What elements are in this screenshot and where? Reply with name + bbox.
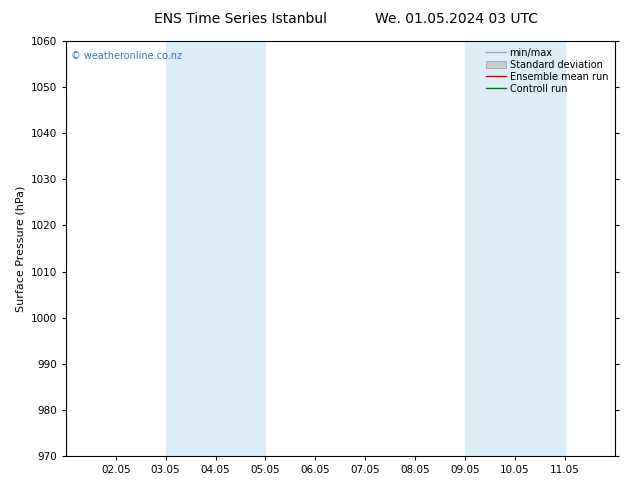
- Legend: min/max, Standard deviation, Ensemble mean run, Controll run: min/max, Standard deviation, Ensemble me…: [484, 46, 610, 96]
- Bar: [165, 41, 266, 456]
- Text: © weatheronline.co.nz: © weatheronline.co.nz: [71, 51, 183, 61]
- Text: ENS Time Series Istanbul: ENS Time Series Istanbul: [155, 12, 327, 26]
- Text: We. 01.05.2024 03 UTC: We. 01.05.2024 03 UTC: [375, 12, 538, 26]
- Bar: [465, 41, 565, 456]
- Y-axis label: Surface Pressure (hPa): Surface Pressure (hPa): [15, 185, 25, 312]
